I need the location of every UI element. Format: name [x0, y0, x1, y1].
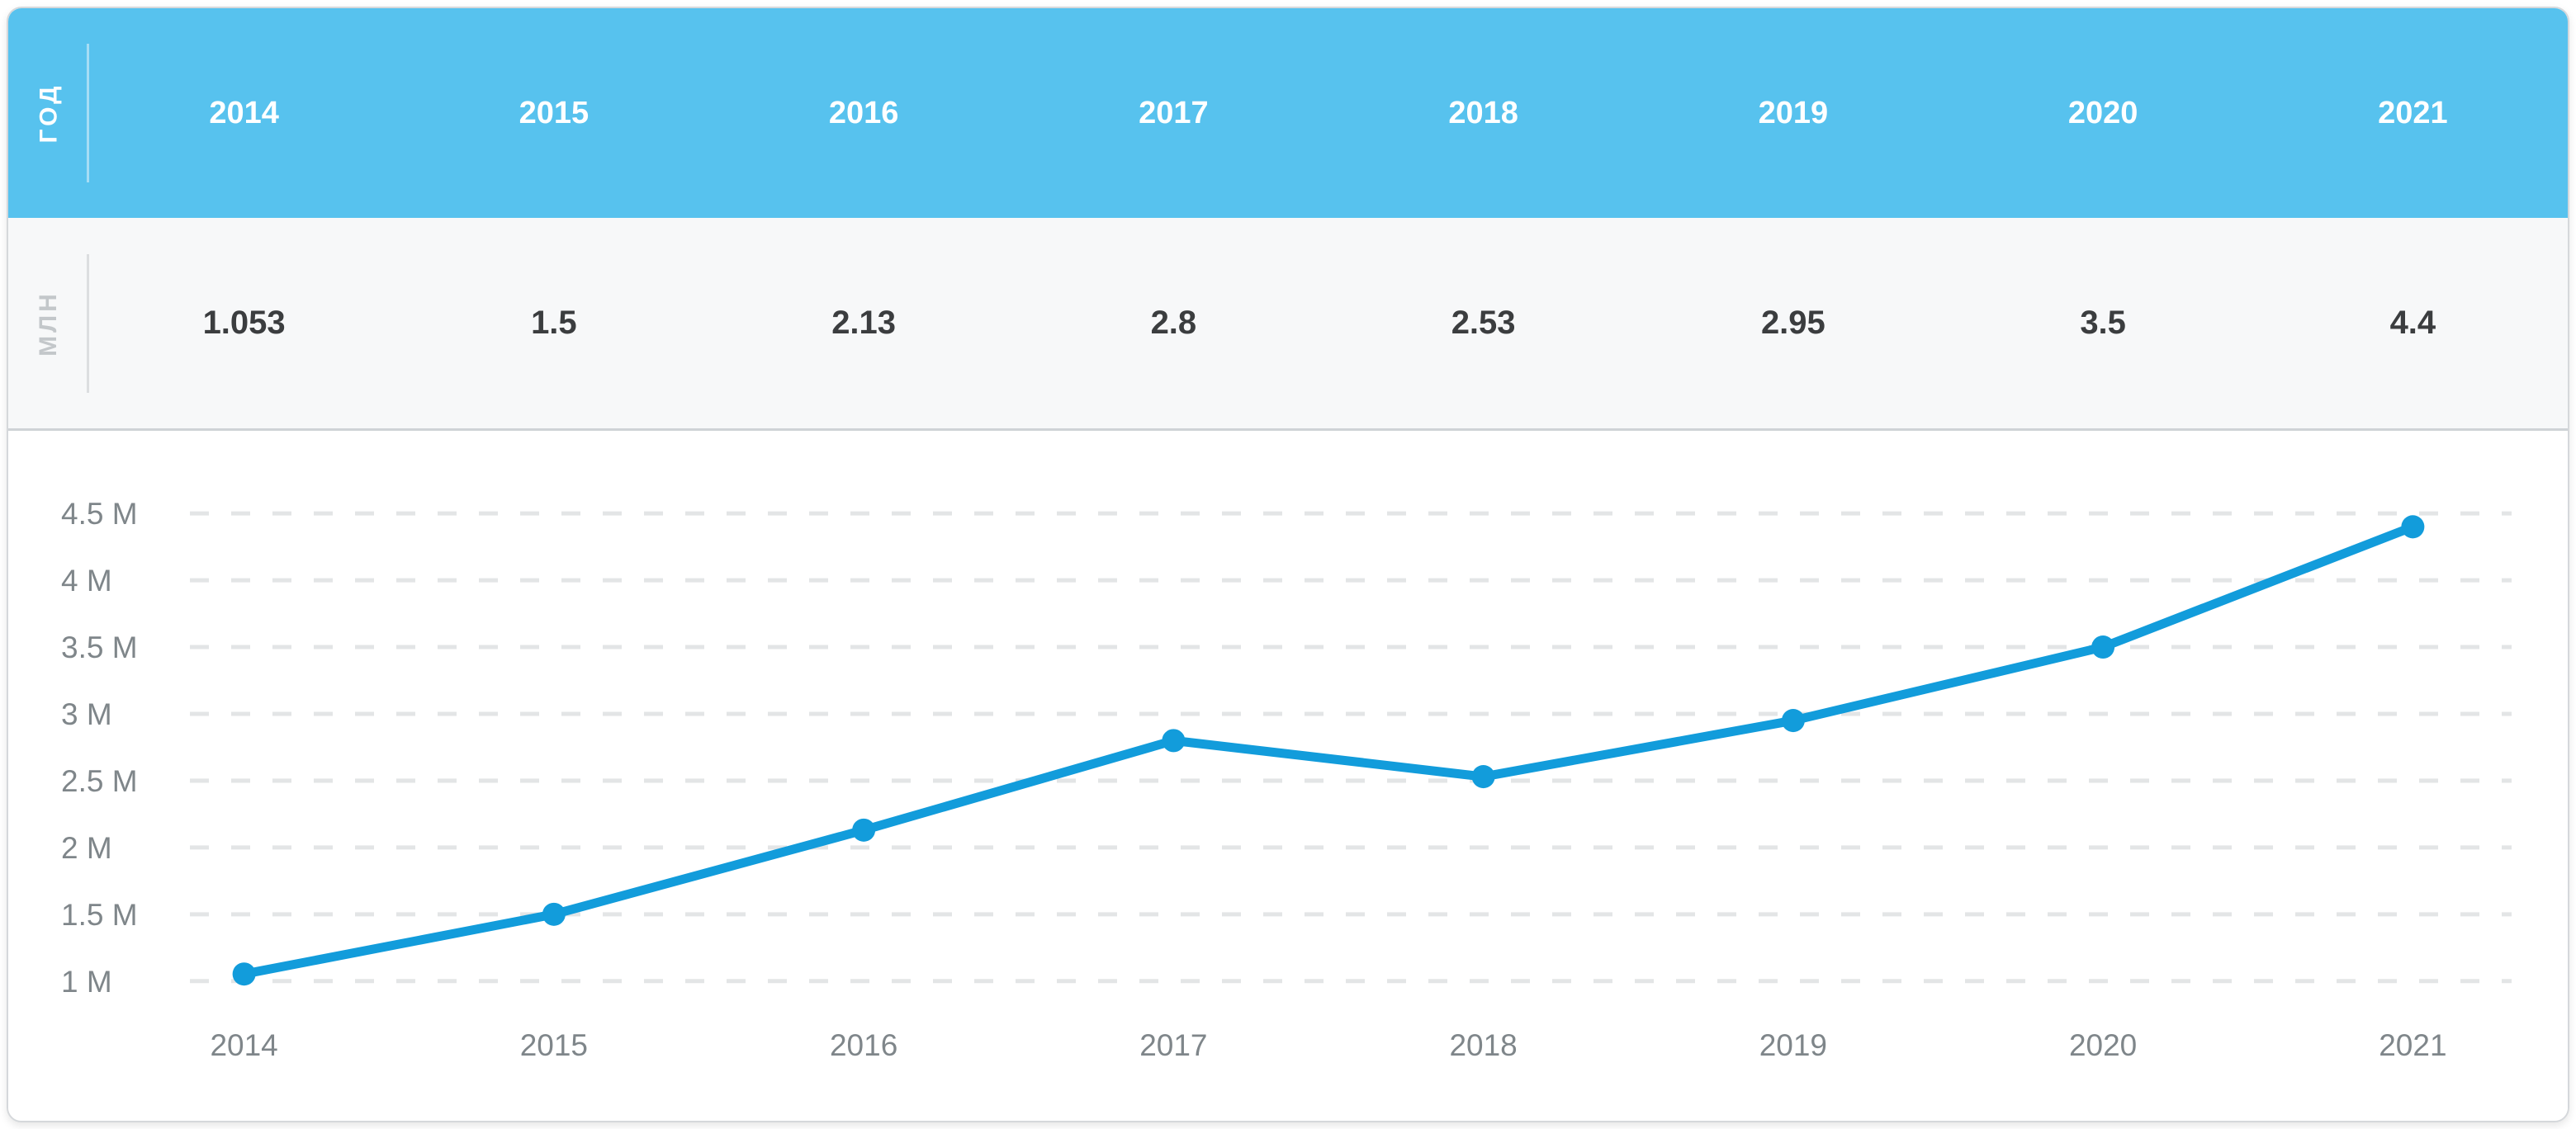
- year-header-cell: 2019: [1758, 95, 1829, 130]
- data-point: [2401, 515, 2425, 539]
- value-cell: 4.4: [2389, 305, 2436, 341]
- x-tick-label: 2021: [2379, 1027, 2446, 1062]
- x-tick-label: 2018: [1449, 1027, 1517, 1062]
- value-cell: 3.5: [2080, 305, 2126, 341]
- trend-line: [239, 522, 2417, 979]
- value-cell: 2.8: [1150, 305, 1197, 341]
- value-divider-line: [87, 253, 89, 393]
- value-cell: 2.95: [1760, 305, 1825, 341]
- data-point: [1162, 729, 1186, 753]
- value-cell: 1.5: [531, 305, 577, 341]
- x-tick-label: 2014: [210, 1027, 277, 1062]
- year-header-row: ГОД 2014 2015 2016 2017 2018 2019 2020 2021: [8, 8, 2568, 218]
- y-tick-label: 3.5 M: [61, 630, 138, 664]
- value-row-gutter: МЛН: [8, 218, 89, 428]
- x-tick-label: 2017: [1139, 1027, 1207, 1062]
- x-tick-label: 2019: [1759, 1027, 1827, 1062]
- y-tick-label: 3 M: [61, 697, 112, 731]
- line-chart-canvas: 1 M 1.5 M 2 M 2.5 M 3 M 3.5 M 4 M 4.5 M 2014 2015…: [61, 496, 2512, 1062]
- year-header-cell: 2014: [209, 95, 279, 130]
- data-point: [232, 962, 256, 986]
- data-point: [1471, 765, 1495, 789]
- value-row: МЛН 1.053 1.5 2.13 2.8 2.53 2.95 3.5 4.4: [8, 218, 2568, 431]
- year-header-cell: 2020: [2067, 95, 2138, 130]
- value-cells: 1.053 1.5 2.13 2.8 2.53 2.95 3.5 4.4: [89, 218, 2568, 428]
- year-cells: 2014 2015 2016 2017 2018 2019 2020 2021: [89, 8, 2568, 218]
- data-point: [2091, 635, 2115, 659]
- x-tick-label: 2020: [2069, 1027, 2137, 1062]
- y-tick-label: 4.5 M: [61, 496, 138, 531]
- line-chart: 1 M 1.5 M 2 M 2.5 M 3 M 3.5 M 4 M 4.5 M 2014 2015…: [8, 431, 2568, 1121]
- value-cell: 2.53: [1451, 305, 1516, 341]
- x-tick-label: 2016: [830, 1027, 897, 1062]
- y-tick-label: 1 M: [61, 964, 112, 999]
- header-divider-line: [87, 44, 89, 182]
- y-tick-label: 2.5 M: [61, 763, 138, 798]
- data-point: [1781, 709, 1805, 733]
- year-header-cell: 2016: [828, 95, 899, 130]
- data-point: [852, 818, 876, 842]
- year-header-cell: 2015: [519, 95, 590, 130]
- stats-card: ГОД 2014 2015 2016 2017 2018 2019 2020 2021 МЛН…: [7, 7, 2569, 1122]
- year-header-cell: 2018: [1448, 95, 1518, 130]
- y-tick-label: 2 M: [61, 830, 112, 865]
- year-row-label: ГОД: [35, 83, 62, 144]
- value-row-label: МЛН: [35, 290, 62, 357]
- x-tick-label: 2015: [520, 1027, 588, 1062]
- y-tick-label: 1.5 M: [61, 897, 138, 932]
- year-row-gutter: ГОД: [8, 8, 89, 218]
- year-header-cell: 2021: [2378, 95, 2448, 130]
- y-tick-label: 4 M: [61, 563, 112, 598]
- data-point: [542, 902, 566, 926]
- value-cell: 1.053: [202, 305, 286, 341]
- year-header-cell: 2017: [1139, 95, 1209, 130]
- value-cell: 2.13: [831, 305, 897, 341]
